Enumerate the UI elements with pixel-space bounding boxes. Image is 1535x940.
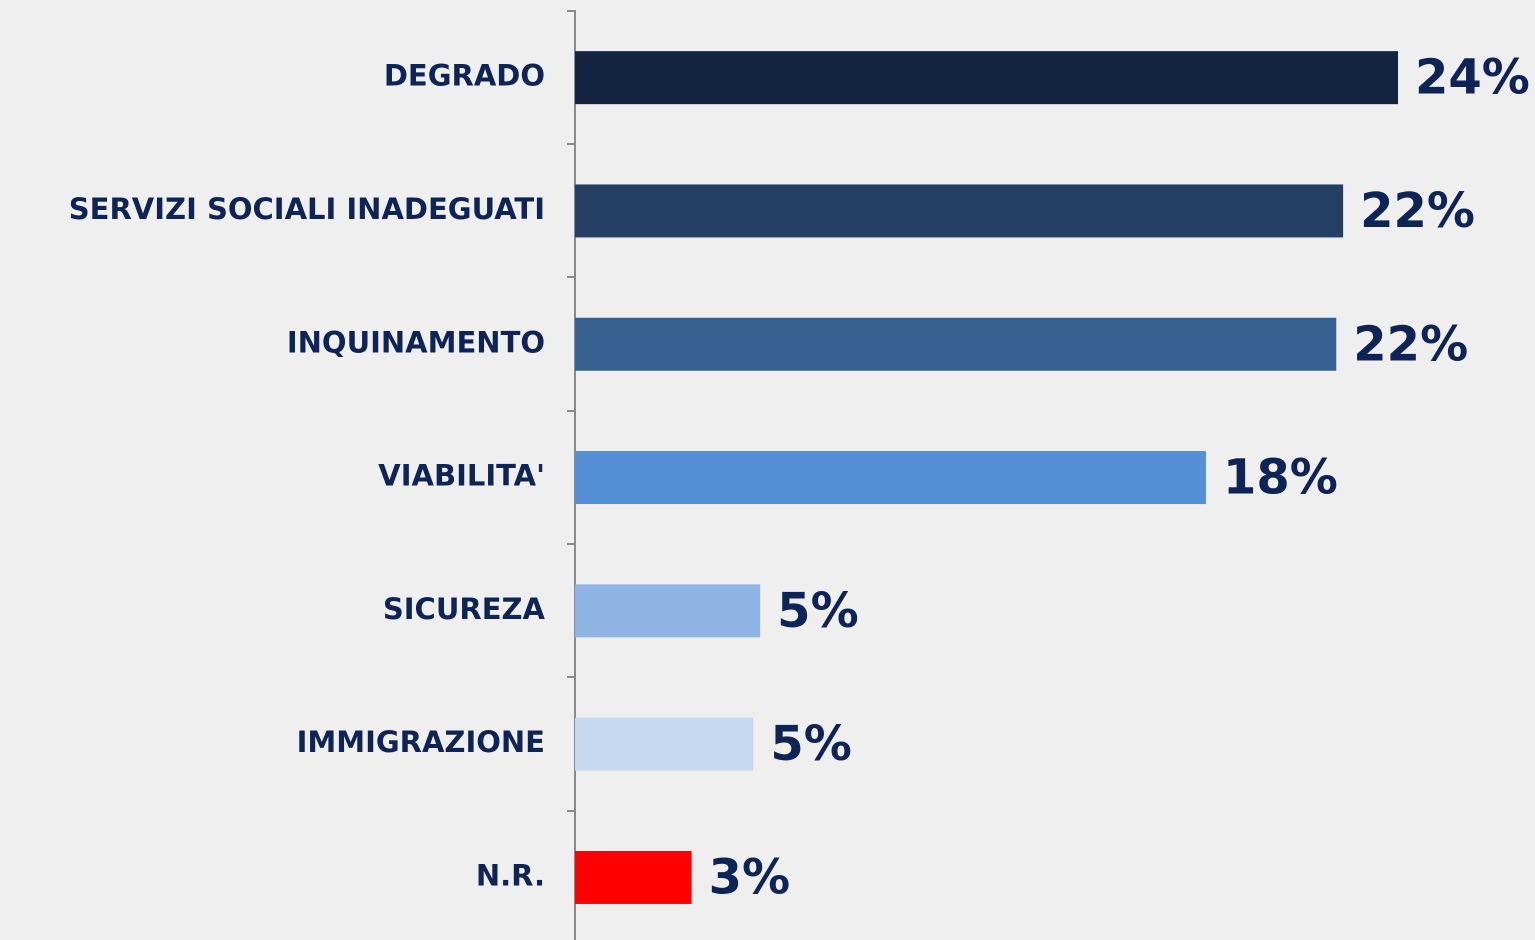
- value-label: 24%: [1415, 50, 1530, 106]
- bar: [575, 584, 761, 638]
- category-label: SICUREZA: [383, 592, 546, 626]
- bar: [575, 717, 754, 771]
- value-label: 3%: [709, 849, 791, 905]
- bar: [575, 317, 1337, 371]
- bar: [575, 451, 1206, 505]
- value-label: 18%: [1223, 450, 1338, 506]
- category-axis: [567, 10, 576, 940]
- bar: [575, 850, 692, 904]
- category-label: INQUINAMENTO: [287, 325, 545, 359]
- value-label: 5%: [777, 583, 859, 639]
- category-label: N.R.: [476, 858, 545, 892]
- value-label: 22%: [1360, 183, 1475, 239]
- value-label: 22%: [1353, 316, 1468, 372]
- bar: [575, 51, 1398, 105]
- bar: [575, 184, 1344, 238]
- category-label: DEGRADO: [384, 59, 545, 93]
- category-label: VIABILITA': [378, 459, 545, 493]
- value-label: 5%: [770, 716, 852, 772]
- category-label: SERVIZI SOCIALI INADEGUATI: [69, 192, 545, 226]
- category-label: IMMIGRAZIONE: [297, 725, 545, 759]
